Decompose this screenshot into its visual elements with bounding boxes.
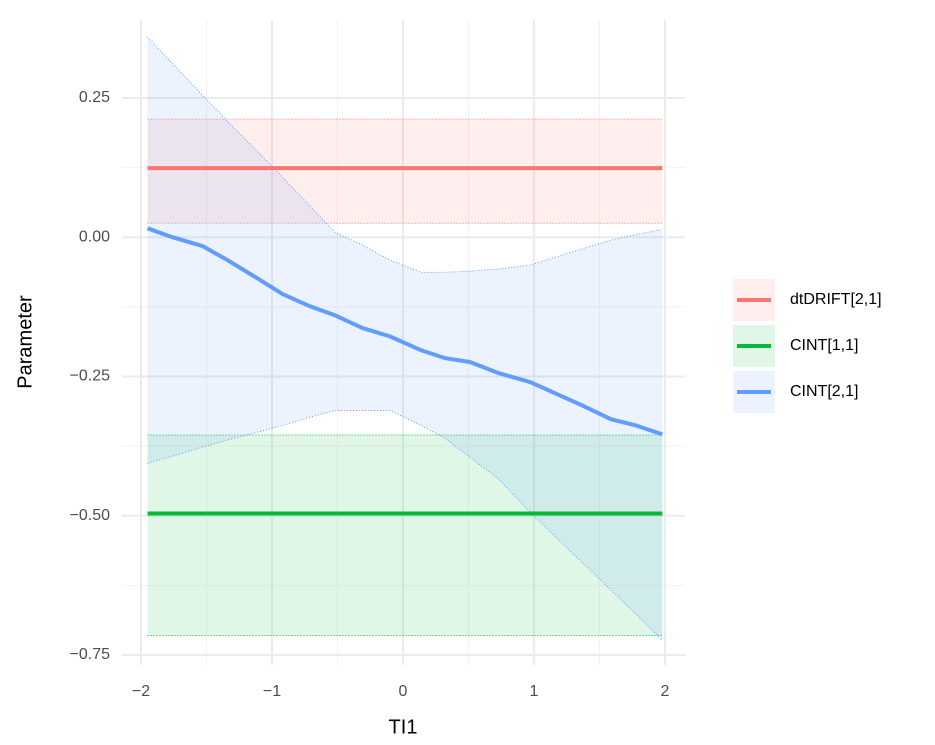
x-tick-label: 2 <box>661 683 670 700</box>
y-axis-title: Parameter <box>14 295 36 389</box>
legend-label: CINT[1,1] <box>790 337 858 354</box>
y-tick-label: 0.25 <box>79 89 110 106</box>
y-tick-label: 0.00 <box>79 228 110 245</box>
y-tick-label: −0.50 <box>70 507 111 524</box>
ribbon-lower <box>147 409 663 641</box>
legend-label: dtDRIFT[2,1] <box>790 291 882 308</box>
line <box>146 226 663 437</box>
x-tick-label: −2 <box>132 683 150 700</box>
y-tick-label: −0.75 <box>70 646 111 663</box>
x-axis-title: TI1 <box>389 716 418 738</box>
x-tick-label: −1 <box>263 683 281 700</box>
x-tick-label: 0 <box>399 683 408 700</box>
legend-label: CINT[2,1] <box>790 383 858 400</box>
ribbon <box>147 37 663 641</box>
ribbon <box>147 434 663 636</box>
x-tick-label: 1 <box>530 683 539 700</box>
ribbon <box>147 119 663 224</box>
y-tick-label: −0.25 <box>70 368 111 385</box>
